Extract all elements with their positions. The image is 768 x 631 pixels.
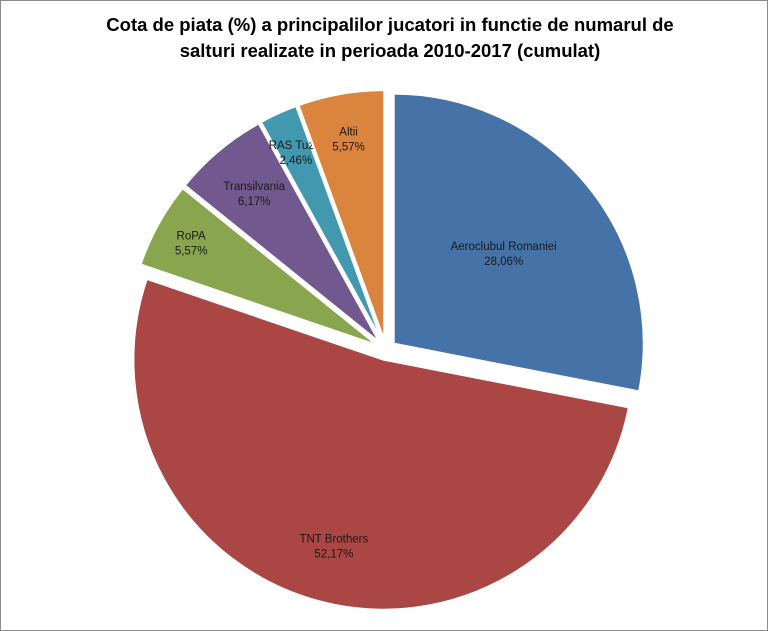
- pie-slice-aeroclubul-romaniei: [392, 92, 645, 393]
- chart-title: Cota de piata (%) a principalilor jucato…: [40, 12, 740, 64]
- slice-value-ras-tuzla: 2,46%: [280, 155, 313, 167]
- pie-slice-ras-tuzla: [259, 104, 383, 342]
- slice-label-ras-tuzla: RAS Tuzla: [269, 140, 324, 152]
- chart-title-line-1: Cota de piata (%) a principalilor jucato…: [106, 14, 674, 35]
- slice-label-transilvania: Transilvania: [223, 181, 285, 193]
- slice-label-aeroclubul-romaniei: Aeroclubul Romaniei: [451, 241, 557, 253]
- pie-slice-ropa: [139, 186, 378, 347]
- slice-label-ropa: RoPA: [177, 231, 207, 243]
- pie-slice-transilvania: [183, 122, 381, 344]
- pie-slice-tnt-brothers: [132, 277, 630, 611]
- slice-value-ropa: 5,57%: [175, 246, 208, 258]
- slice-label-tnt-brothers: TNT Brothers: [299, 534, 368, 546]
- slice-value-aeroclubul-romaniei: 28,06%: [484, 256, 523, 268]
- slice-value-tnt-brothers: 52,17%: [314, 549, 353, 561]
- slice-label-altii: Altii: [339, 126, 358, 138]
- chart-title-line-2: salturi realizate in perioada 2010-2017 …: [179, 40, 601, 61]
- slice-value-altii: 5,57%: [332, 141, 365, 153]
- slice-value-transilvania: 6,17%: [238, 196, 271, 208]
- pie-slice-altii: [297, 89, 386, 341]
